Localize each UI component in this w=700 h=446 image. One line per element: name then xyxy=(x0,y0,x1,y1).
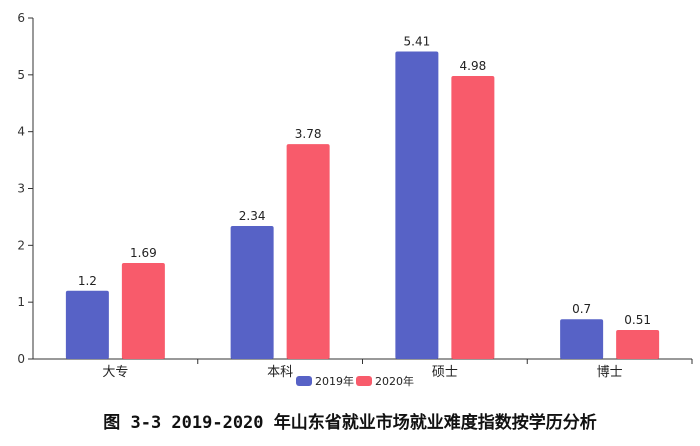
legend-label: 2019年 xyxy=(315,374,354,388)
category-labels: 大专 本科 硕士 博士 xyxy=(102,359,693,380)
y-tick-label: 0 xyxy=(17,352,25,366)
figure-caption: 图 3-3 2019-2020 年山东省就业市场就业难度指数按学历分析 xyxy=(103,413,597,433)
bar-chart: 0 1 2 3 4 5 6 1.2 1.69 2.34 3.78 5.41 4.98 0.7 0.51 大… xyxy=(17,11,693,388)
legend-swatch xyxy=(296,376,312,386)
data-label: 2.34 xyxy=(239,209,266,223)
y-tick-label: 1 xyxy=(17,295,25,309)
category-label: 大专 xyxy=(102,365,128,380)
data-label: 0.51 xyxy=(624,313,651,327)
legend: 2019年 2020年 xyxy=(296,374,414,388)
bar-series1 xyxy=(395,51,439,359)
bars xyxy=(65,51,660,359)
bar-series2 xyxy=(286,144,330,359)
data-label: 1.69 xyxy=(130,246,157,260)
category-label: 博士 xyxy=(597,365,623,380)
category-label: 本科 xyxy=(267,365,293,380)
legend-label: 2020年 xyxy=(375,374,414,388)
data-label: 0.7 xyxy=(572,302,591,316)
y-tick-label: 4 xyxy=(17,125,25,139)
data-label: 5.41 xyxy=(404,35,431,49)
data-label: 4.98 xyxy=(460,59,487,73)
y-axis-ticks: 0 1 2 3 4 5 6 xyxy=(17,11,33,366)
data-label: 3.78 xyxy=(295,127,322,141)
y-tick-label: 2 xyxy=(17,238,25,252)
bar-series1 xyxy=(230,226,274,359)
legend-swatch xyxy=(356,376,372,386)
category-label: 硕士 xyxy=(432,365,458,380)
bar-series2 xyxy=(121,262,165,359)
y-tick-label: 3 xyxy=(17,182,25,196)
y-tick-label: 6 xyxy=(17,11,25,25)
y-tick-label: 5 xyxy=(17,68,25,82)
bar-series2 xyxy=(616,330,660,359)
bar-series2 xyxy=(451,75,495,359)
bar-series1 xyxy=(65,290,109,359)
data-labels: 1.2 1.69 2.34 3.78 5.41 4.98 0.7 0.51 xyxy=(78,35,651,327)
data-label: 1.2 xyxy=(78,274,97,288)
bar-series1 xyxy=(560,319,604,359)
